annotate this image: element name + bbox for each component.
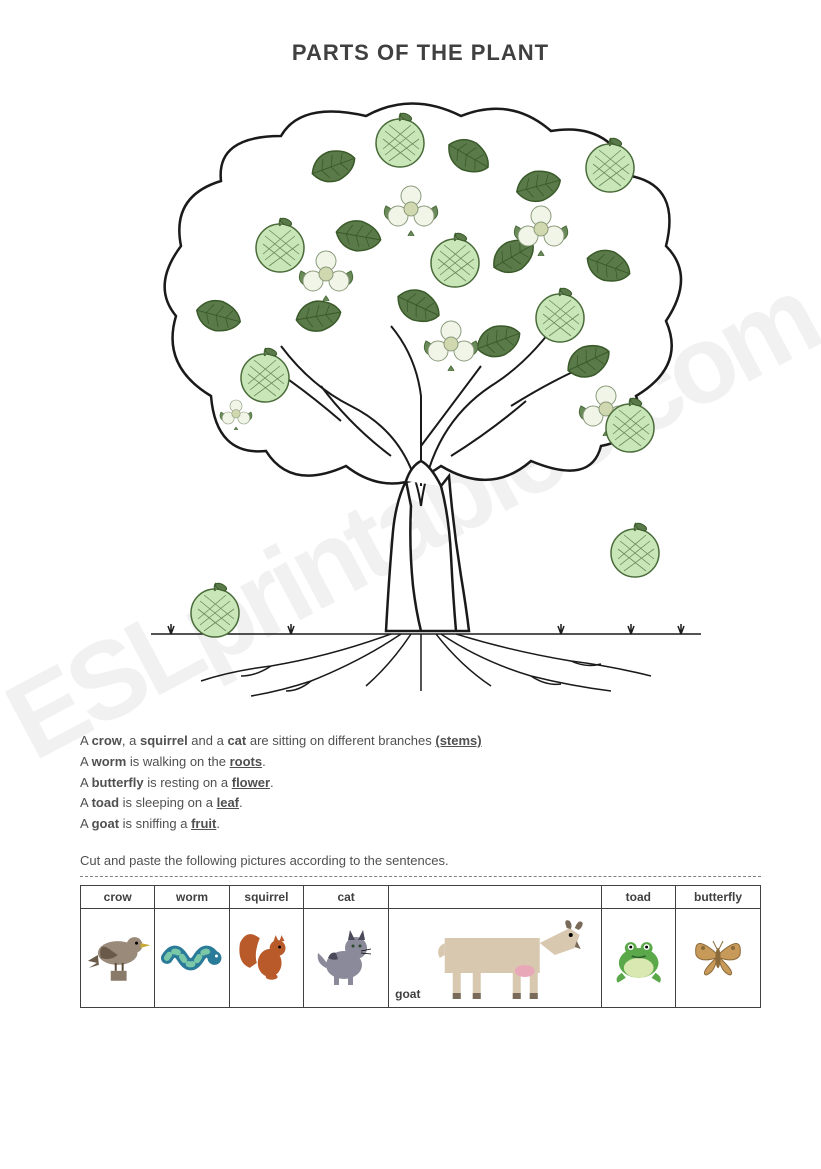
sentence-line: A crow, a squirrel and a cat are sitting… — [80, 731, 761, 752]
fruit-icon — [606, 521, 664, 579]
cat-cell — [304, 908, 389, 1007]
animal-header: butterfly — [676, 885, 761, 908]
butterfly-cell — [676, 908, 761, 1007]
sentence-line: A worm is walking on the roots. — [80, 752, 761, 773]
squirrel-cell — [229, 908, 303, 1007]
toad-cell — [601, 908, 675, 1007]
fruit-icon — [371, 111, 429, 169]
animals-table: crowwormsquirrelcat toadbutterfly — [80, 885, 761, 1008]
tree-illustration — [131, 86, 711, 706]
fruit-icon — [531, 286, 589, 344]
page-title: PARTS OF THE PLANT — [80, 40, 761, 66]
goat-label: goat — [395, 987, 420, 1001]
fruit-icon — [251, 216, 309, 274]
sentence-line: A goat is sniffing a fruit. — [80, 814, 761, 835]
animal-header: squirrel — [229, 885, 303, 908]
animal-header — [389, 885, 602, 908]
fruit-icon — [236, 346, 294, 404]
sentences-block: A crow, a squirrel and a cat are sitting… — [80, 731, 761, 835]
flower-icon — [381, 181, 441, 236]
flower-icon — [421, 316, 481, 371]
cut-line — [80, 876, 761, 877]
animal-header: crow — [81, 885, 155, 908]
animal-header: worm — [155, 885, 229, 908]
sentence-line: A butterfly is resting on a flower. — [80, 773, 761, 794]
fruit-icon — [601, 396, 659, 454]
fruit-icon — [186, 581, 244, 639]
worm-cell — [155, 908, 229, 1007]
flower-icon — [511, 201, 571, 256]
crow-cell — [81, 908, 155, 1007]
goat-cell: goat — [389, 908, 602, 1007]
animal-header: toad — [601, 885, 675, 908]
fruit-icon — [426, 231, 484, 289]
instruction-text: Cut and paste the following pictures acc… — [80, 853, 761, 868]
sentence-line: A toad is sleeping on a leaf. — [80, 793, 761, 814]
animal-header: cat — [304, 885, 389, 908]
fruit-icon — [581, 136, 639, 194]
